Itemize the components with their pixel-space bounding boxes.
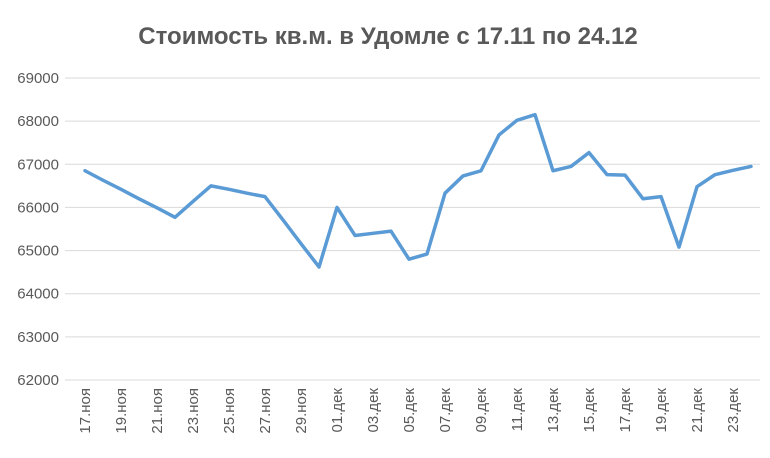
y-tick-label: 62000	[17, 372, 59, 389]
y-tick-label: 63000	[17, 329, 59, 346]
y-tick-label: 65000	[17, 243, 59, 260]
x-tick-label: 03.дек	[365, 388, 382, 433]
x-tick-label: 07.дек	[437, 388, 454, 433]
x-tick-label: 19.ноя	[113, 388, 130, 434]
x-tick-label: 21.дек	[689, 388, 706, 433]
x-tick-label: 17.дек	[617, 388, 634, 433]
x-tick-label: 19.дек	[653, 388, 670, 433]
x-tick-label: 25.ноя	[221, 388, 238, 434]
y-tick-label: 68000	[17, 113, 59, 130]
y-tick-label: 69000	[17, 70, 59, 87]
x-tick-label: 09.дек	[473, 388, 490, 433]
x-tick-label: 17.ноя	[77, 388, 94, 434]
x-tick-label: 23.дек	[725, 388, 742, 433]
y-tick-label: 64000	[17, 286, 59, 303]
x-tick-label: 21.ноя	[149, 388, 166, 434]
x-tick-label: 29.ноя	[293, 388, 310, 434]
line-series	[83, 112, 753, 269]
x-tick-label: 23.ноя	[185, 388, 202, 434]
y-tick-label: 67000	[17, 156, 59, 173]
x-tick-label: 27.ноя	[257, 388, 274, 434]
x-tick-label: 11.дек	[509, 388, 526, 432]
y-tick-label: 66000	[17, 199, 59, 216]
chart-title: Стоимость кв.м. в Удомле с 17.11 по 24.1…	[138, 23, 637, 50]
x-tick-label: 15.дек	[581, 388, 598, 433]
x-tick-label: 01.дек	[329, 388, 346, 433]
x-tick-label: 05.дек	[401, 388, 418, 433]
x-tick-label: 13.дек	[545, 388, 562, 433]
